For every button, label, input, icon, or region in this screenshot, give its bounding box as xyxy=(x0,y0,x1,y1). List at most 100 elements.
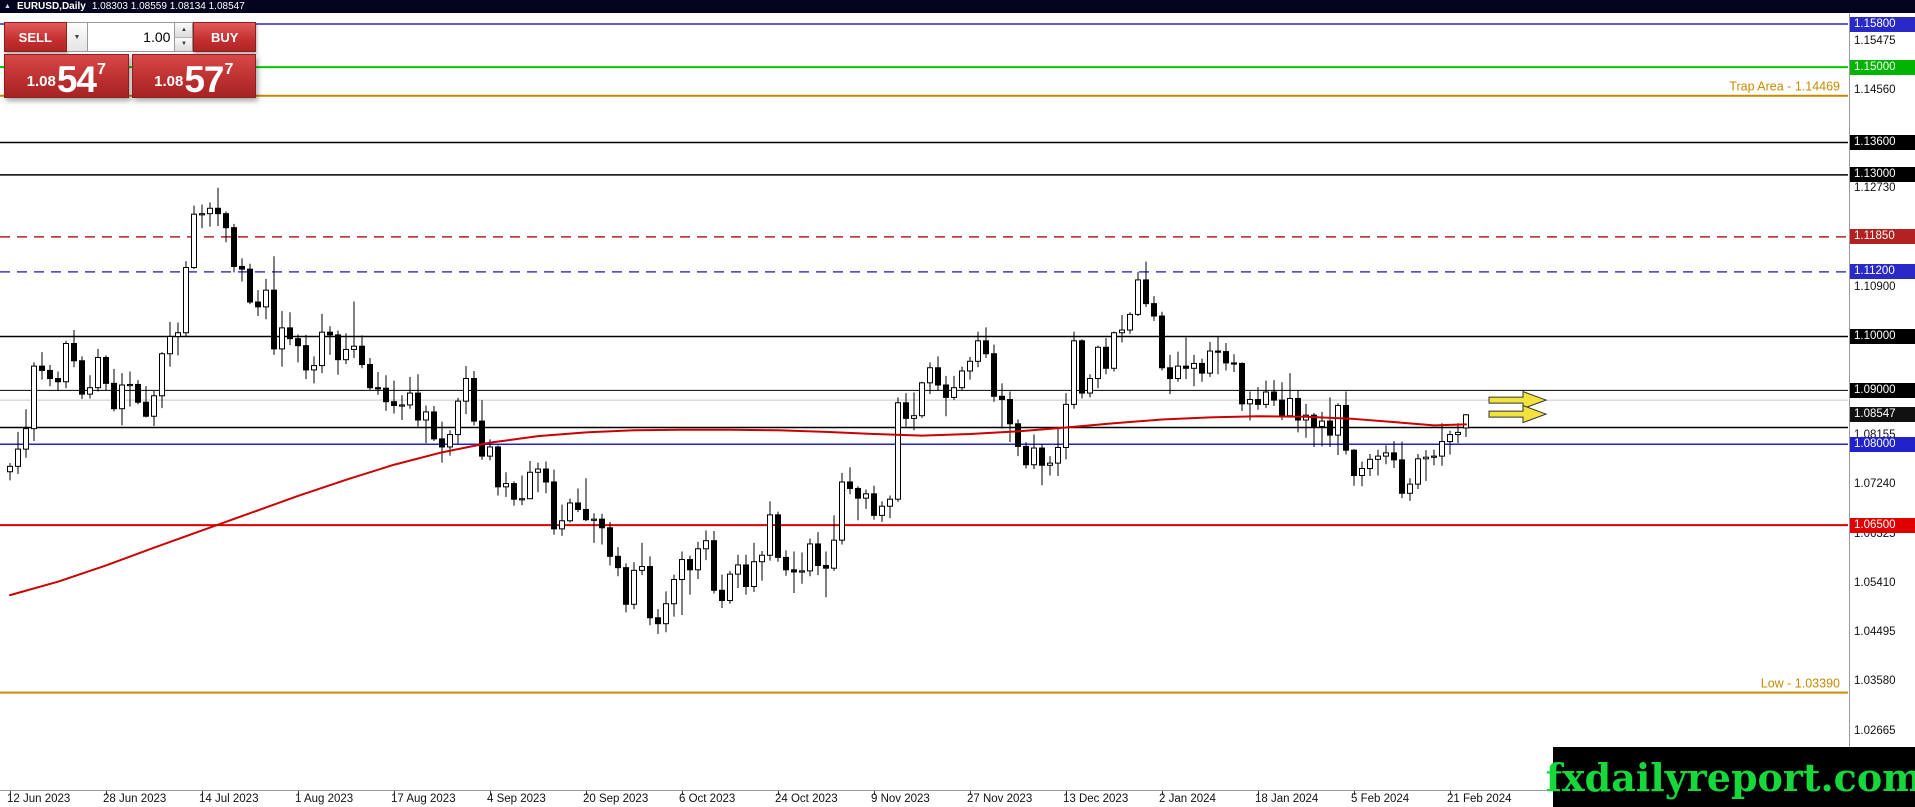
time-axis-label: 5 Feb 2024 xyxy=(1351,793,1410,805)
candle-body xyxy=(119,384,125,410)
candle-body xyxy=(23,428,29,450)
price-tick-label: 1.04495 xyxy=(1854,626,1896,639)
volume-input[interactable] xyxy=(88,22,176,52)
candle-body xyxy=(487,446,493,457)
candle-body xyxy=(1143,279,1149,305)
candle-body xyxy=(807,543,813,572)
candle-body xyxy=(527,471,533,500)
time-axis-label: 21 Feb 2024 xyxy=(1447,793,1512,805)
candle-body xyxy=(1079,340,1085,394)
price-level-axis-label: 1.11200 xyxy=(1850,264,1915,280)
candle-body xyxy=(671,578,677,605)
sell-button[interactable]: SELL xyxy=(4,22,67,52)
time-axis-label: 14 Jul 2023 xyxy=(199,793,259,805)
candle-body xyxy=(303,345,309,371)
one-click-trade-panel: SELL ▼ ▲ ▼ BUY 1.08 54 7 1.08 57 7 xyxy=(4,22,257,98)
candle-body xyxy=(727,573,733,602)
time-axis-tick xyxy=(394,791,395,795)
chevron-down-icon: ▼ xyxy=(73,33,81,41)
price-tick-label: 1.10900 xyxy=(1854,281,1896,293)
ohlc-readout: 1.08303 1.08559 1.08134 1.08547 xyxy=(91,1,245,12)
price-tick-label: 1.12730 xyxy=(1854,182,1896,195)
time-axis-tick xyxy=(1162,791,1163,795)
candle-body xyxy=(719,589,725,602)
candle-body xyxy=(255,301,261,308)
price-axis[interactable]: 1.15475 1.14560 1.12730 1.10900 1.08155 1.072… xyxy=(1849,13,1915,791)
candle-body xyxy=(1423,456,1429,460)
time-axis-label: 18 Jan 2024 xyxy=(1255,793,1319,805)
time-axis-label: 1 Aug 2023 xyxy=(295,793,354,805)
price-level-axis-label: 1.15800 xyxy=(1850,16,1915,32)
candle-body xyxy=(1191,362,1197,369)
sell-price-panel[interactable]: 1.08 54 7 xyxy=(4,54,129,98)
time-axis-label: 6 Oct 2023 xyxy=(679,793,736,805)
candle-body xyxy=(127,383,133,387)
time-axis-label: 27 Nov 2023 xyxy=(967,793,1033,805)
right-arrow-icon[interactable] xyxy=(1488,390,1548,410)
time-axis-label: 2 Jan 2024 xyxy=(1159,793,1216,805)
candle-body xyxy=(239,265,245,270)
candle-body xyxy=(1199,362,1205,374)
candle-body xyxy=(335,334,341,361)
candle-body xyxy=(375,387,381,390)
candle-body xyxy=(583,508,589,521)
right-arrow-icon[interactable] xyxy=(1488,404,1548,424)
time-axis-label: 9 Nov 2023 xyxy=(871,793,930,805)
candle-body xyxy=(1247,399,1253,405)
candle-body xyxy=(1255,399,1261,405)
candle-body xyxy=(887,498,893,507)
candle-body xyxy=(1047,462,1053,466)
candle-body xyxy=(911,415,917,419)
candle-body xyxy=(775,514,781,558)
candle-body xyxy=(1407,483,1413,494)
time-axis-tick xyxy=(586,791,587,795)
candle-body xyxy=(975,340,981,362)
candle-body xyxy=(1343,404,1349,451)
spinner-down-button[interactable]: ▼ xyxy=(175,36,193,51)
candle-body xyxy=(319,331,325,367)
candle-body xyxy=(95,357,101,389)
time-axis-label: 4 Sep 2023 xyxy=(487,793,546,805)
order-type-dropdown[interactable]: ▼ xyxy=(66,22,89,52)
candle-body xyxy=(1023,445,1029,466)
symbol-title: EURUSD,Daily xyxy=(16,1,86,12)
candle-body xyxy=(231,227,237,267)
candle-body xyxy=(1167,367,1173,380)
candle-body xyxy=(711,540,717,591)
price-level-axis-label: 1.09000 xyxy=(1850,382,1915,398)
candle-body xyxy=(943,384,949,398)
buy-button[interactable]: BUY xyxy=(193,22,257,52)
candle-body xyxy=(855,487,861,499)
candle-body xyxy=(1063,403,1069,448)
candle-body xyxy=(1015,423,1021,447)
candle-body xyxy=(951,387,957,398)
candle-body xyxy=(167,336,173,355)
candle-body xyxy=(1311,414,1317,427)
candle-body xyxy=(623,567,629,605)
candle-body xyxy=(1159,315,1165,369)
buy-price-panel[interactable]: 1.08 57 7 xyxy=(131,54,256,98)
candle-body xyxy=(535,468,541,473)
candle-body xyxy=(871,493,877,516)
candle-body xyxy=(495,446,501,488)
candle-body xyxy=(983,340,989,355)
candle-body xyxy=(959,370,965,389)
candle-body xyxy=(903,402,909,419)
spinner-up-button[interactable]: ▲ xyxy=(175,23,193,37)
candle-body xyxy=(607,527,613,557)
time-axis[interactable]: 12 Jun 2023 28 Jun 2023 14 Jul 2023 1 Aug 2… xyxy=(0,790,1915,807)
candle-body xyxy=(1231,362,1237,365)
candle-body xyxy=(1039,447,1045,466)
candle-body xyxy=(479,420,485,457)
candle-body xyxy=(1287,397,1293,417)
moving-average-line[interactable] xyxy=(9,415,1467,597)
buy-price-pipette: 7 xyxy=(224,61,234,78)
sell-price-prefix: 1.08 xyxy=(26,73,56,90)
candle-body xyxy=(383,387,389,403)
price-level-lines: Trap Area - 1.14469 Low - 1.03390 xyxy=(0,23,1848,694)
time-axis-label: 28 Jun 2023 xyxy=(103,793,167,805)
candle-body xyxy=(1031,447,1037,466)
level-text-label: Trap Area - 1.14469 xyxy=(1729,80,1840,94)
candle-body xyxy=(847,481,853,489)
